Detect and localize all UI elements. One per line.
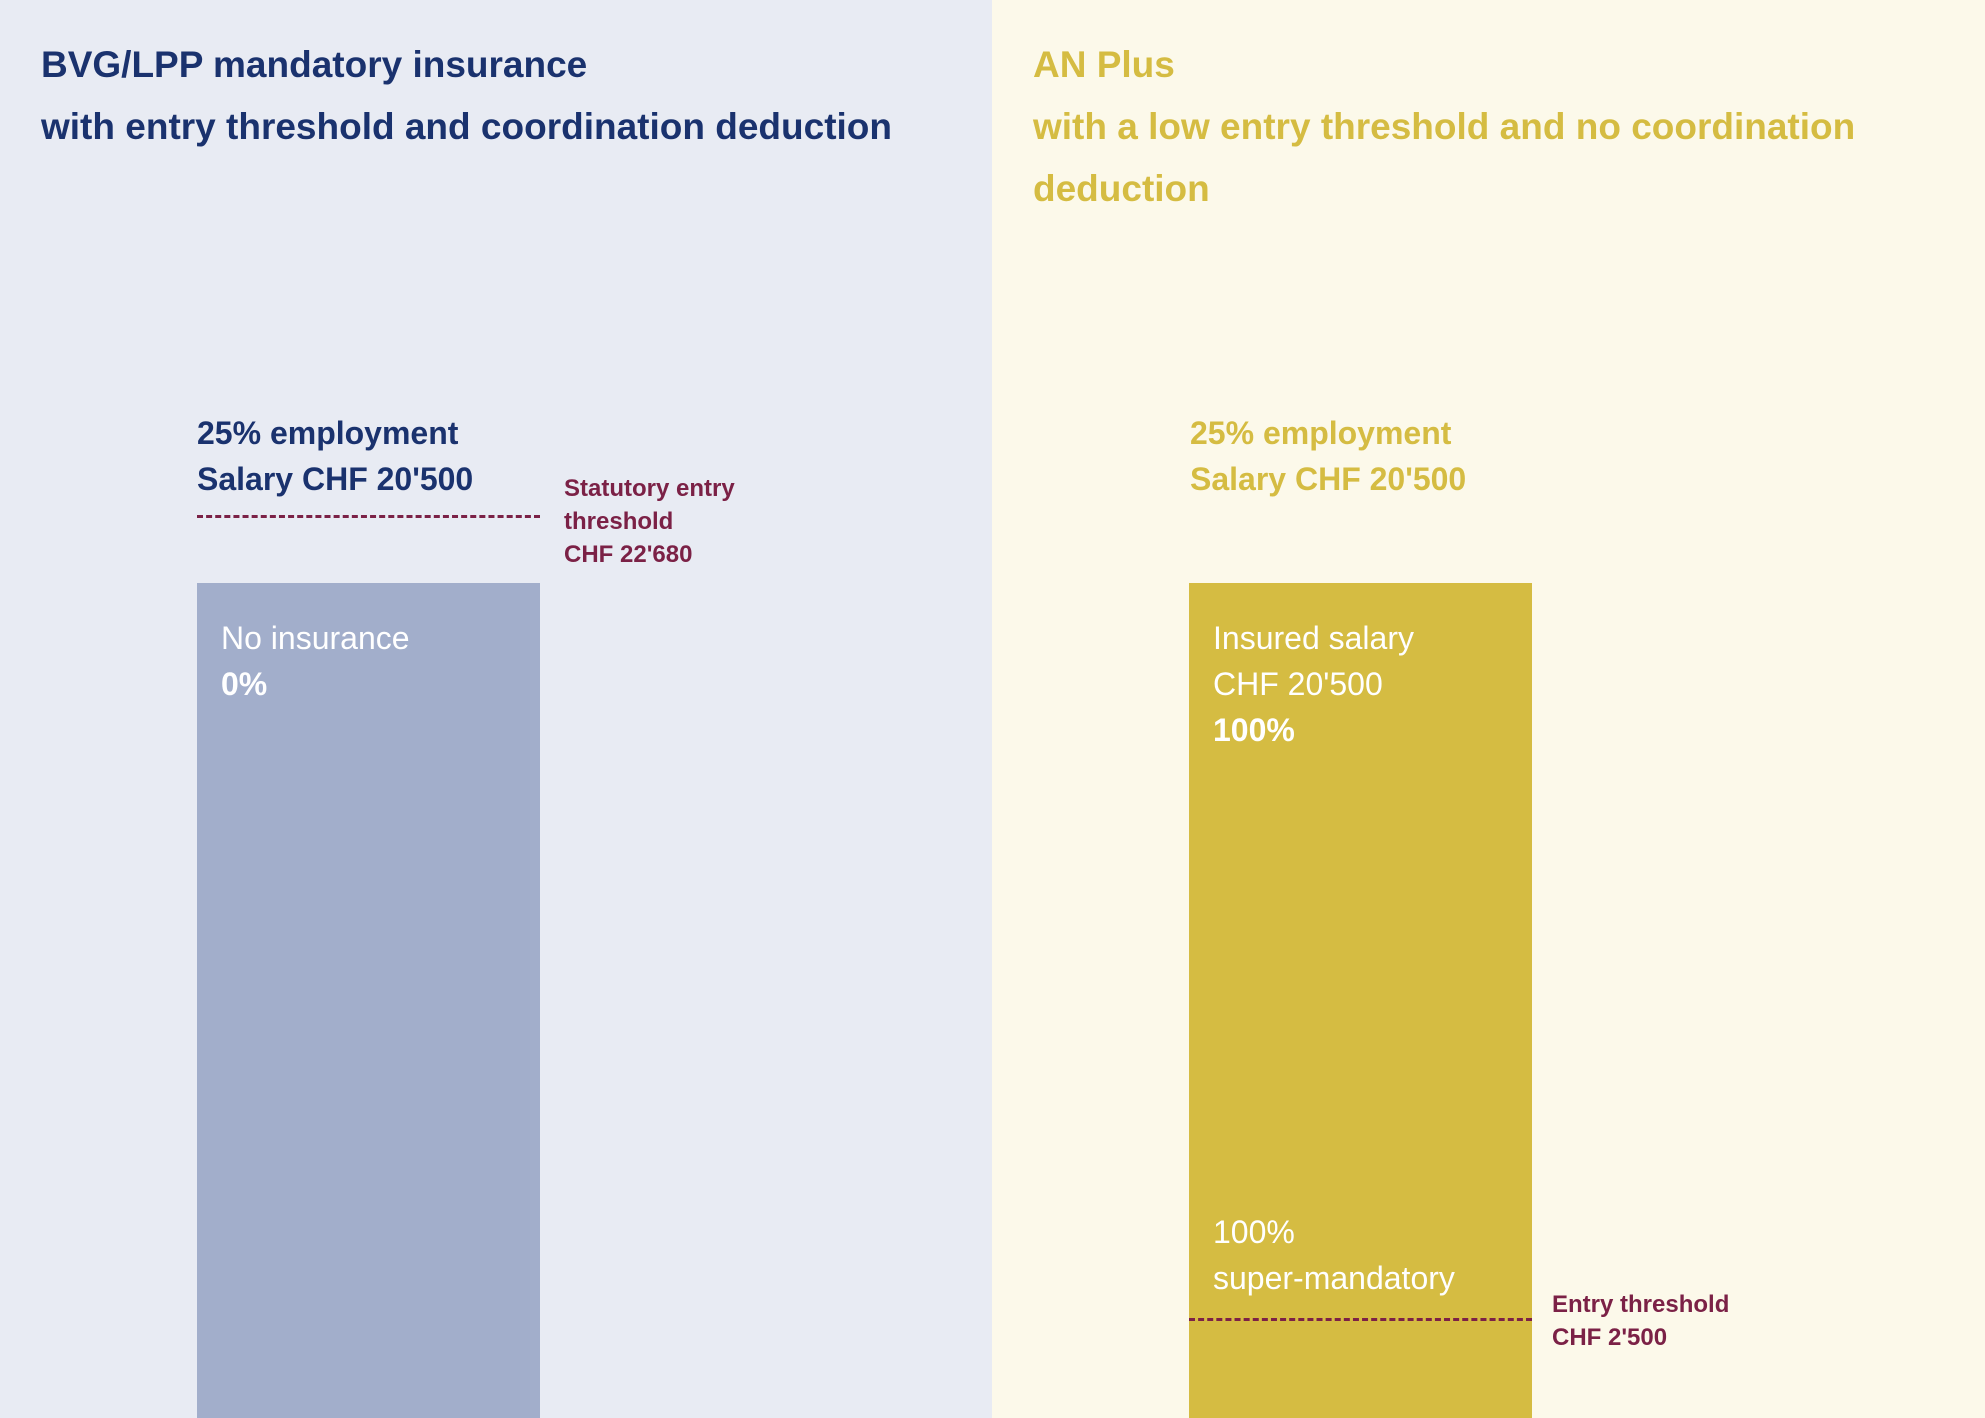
right-title: AN Plus with a low entry threshold and n… [1033, 34, 1953, 220]
entry-threshold-label: Entry threshold CHF 2'500 [1552, 1288, 1729, 1354]
entry-threshold-line [1189, 1318, 1532, 1321]
statutory-threshold-line [197, 515, 540, 518]
statutory-threshold-line1: Statutory entry [564, 475, 735, 502]
right-panel: AN Plus with a low entry threshold and n… [992, 0, 1985, 1418]
super-mandatory-text: 100% super-mandatory [1213, 1209, 1455, 1301]
statutory-threshold-amount: CHF 22'680 [564, 541, 693, 568]
insured-salary-label: Insured salary [1213, 620, 1414, 656]
right-employment-label: 25% employment [1190, 415, 1452, 451]
insured-salary-bar: Insured salary CHF 20'500 100% 100% supe… [1189, 583, 1532, 1418]
left-salary-label: Salary CHF 20'500 [197, 461, 474, 497]
left-title-line2: with entry threshold and coordination de… [41, 106, 892, 147]
insured-salary-amount: CHF 20'500 [1213, 666, 1383, 702]
left-title-line1: BVG/LPP mandatory insurance [41, 44, 588, 85]
no-insurance-label: No insurance [221, 620, 410, 656]
entry-threshold-line1: Entry threshold [1552, 1291, 1730, 1318]
no-insurance-text: No insurance 0% [221, 615, 410, 707]
right-title-line3: deduction [1033, 168, 1210, 209]
statutory-threshold-line2: threshold [564, 508, 674, 535]
right-employment-info: 25% employment Salary CHF 20'500 [1190, 410, 1466, 502]
left-employment-info: 25% employment Salary CHF 20'500 [197, 410, 473, 502]
super-mandatory-label: super-mandatory [1213, 1260, 1455, 1296]
insured-salary-percent: 100% [1213, 712, 1295, 748]
no-insurance-bar: No insurance 0% [197, 583, 540, 1418]
insured-salary-text: Insured salary CHF 20'500 100% [1213, 615, 1414, 753]
left-title: BVG/LPP mandatory insurance with entry t… [41, 34, 892, 158]
right-title-line2: with a low entry threshold and no coordi… [1033, 106, 1856, 147]
left-employment-label: 25% employment [197, 415, 459, 451]
super-mandatory-percent: 100% [1213, 1214, 1295, 1250]
entry-threshold-amount: CHF 2'500 [1552, 1324, 1668, 1351]
right-salary-label: Salary CHF 20'500 [1190, 461, 1467, 497]
right-title-line1: AN Plus [1033, 44, 1175, 85]
left-panel: BVG/LPP mandatory insurance with entry t… [0, 0, 992, 1418]
statutory-threshold-label: Statutory entry threshold CHF 22'680 [564, 472, 735, 571]
no-insurance-percent: 0% [221, 666, 268, 702]
